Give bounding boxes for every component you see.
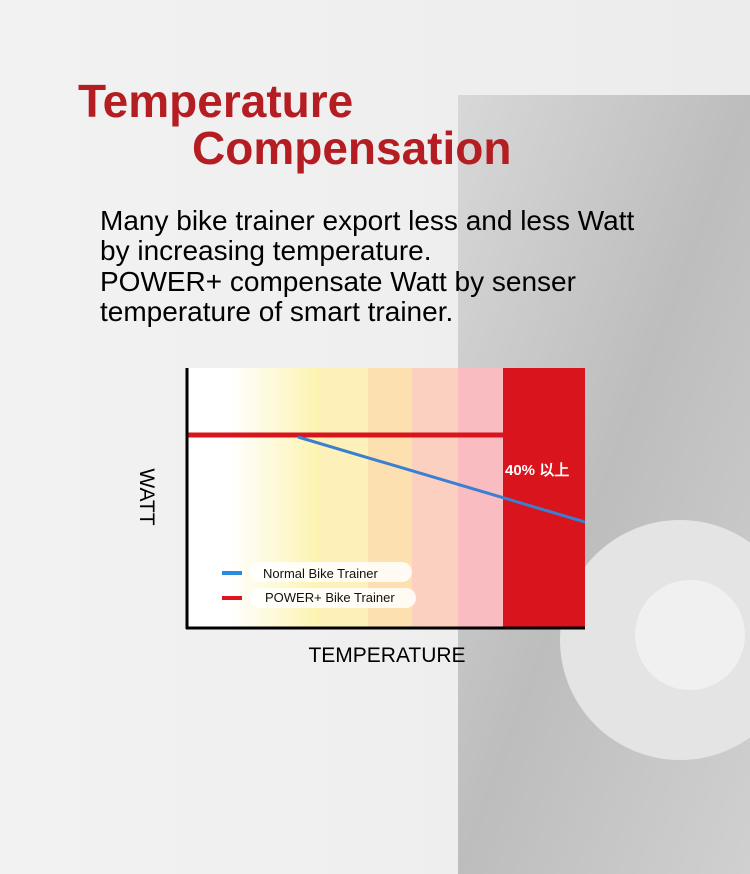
band — [368, 368, 412, 628]
band — [230, 368, 320, 628]
description: POWER+ compensate Watt by senser — [100, 266, 576, 297]
x-axis-label: TEMPERATURE — [308, 644, 465, 667]
band — [320, 368, 368, 628]
annotation: 40% 以上 — [505, 462, 569, 479]
legend-bg — [250, 588, 416, 608]
normal-line — [297, 435, 586, 524]
legend-label: POWER+ Bike Trainer — [265, 590, 395, 605]
title: Compensation — [192, 122, 511, 174]
band — [188, 368, 230, 628]
legend-label: Normal Bike Trainer — [263, 566, 379, 581]
band — [412, 368, 458, 628]
wheel-hub — [635, 580, 745, 690]
chart: 40% 以上 Normal Bike Trainer POWER+ Bike T… — [135, 368, 586, 667]
band — [458, 368, 503, 628]
title: Temperature — [78, 75, 353, 127]
legend-bg — [250, 562, 412, 582]
description: temperature of smart trainer. — [100, 296, 453, 327]
description: by increasing temperature. — [100, 235, 432, 266]
description: Many bike trainer export less and less W… — [100, 205, 635, 236]
y-axis-label: WATT — [135, 468, 158, 525]
band — [503, 368, 585, 628]
